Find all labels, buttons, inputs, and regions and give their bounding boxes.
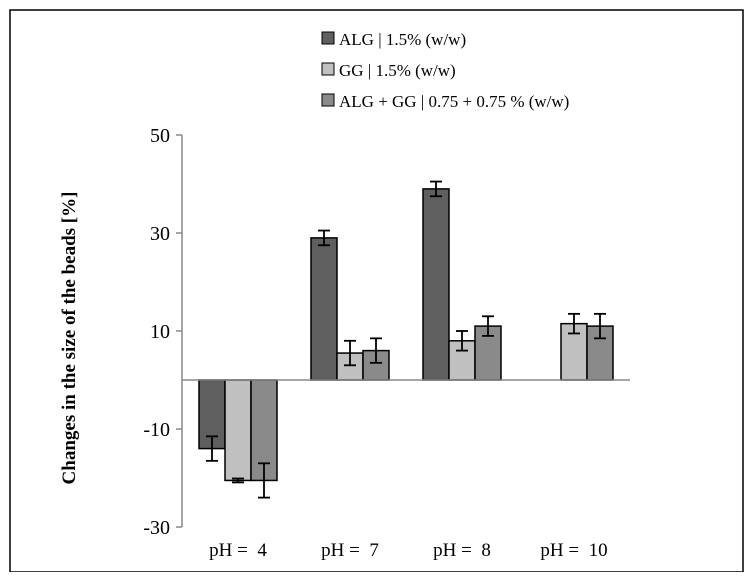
bar <box>422 188 450 381</box>
x-tick-label: pH = 10 <box>540 540 607 561</box>
y-tick-label: -10 <box>143 419 170 441</box>
legend-label: ALG + GG | 0.75 + 0.75 % (w/w) <box>339 92 569 111</box>
legend: ALG | 1.5% (w/w) GG | 1.5% (w/w) ALG + GG … <box>321 30 569 111</box>
legend-label: ALG | 1.5% (w/w) <box>339 30 466 49</box>
x-tick-label: pH = 7 <box>321 540 379 561</box>
bar <box>310 237 338 381</box>
y-tick-label: 30 <box>150 223 170 245</box>
y-axis: 50 30 10 -10 -30 <box>143 125 183 539</box>
x-tick-label: pH = 8 <box>433 540 491 561</box>
legend-swatch <box>321 31 335 45</box>
x-axis-labels: pH = 4 pH = 7 pH = 8 pH = 10 <box>209 540 607 561</box>
legend-swatch <box>321 62 335 76</box>
y-tick-label: 10 <box>150 321 170 343</box>
legend-label: GG | 1.5% (w/w) <box>339 61 456 80</box>
legend-swatch <box>321 93 335 107</box>
bar <box>224 379 252 482</box>
y-tick-label: -30 <box>143 517 170 539</box>
x-tick-label: pH = 4 <box>209 540 267 561</box>
y-tick-label: 50 <box>150 125 170 147</box>
bars <box>198 180 614 499</box>
y-axis-title: Changes in the size of the beads [%] <box>59 192 80 485</box>
